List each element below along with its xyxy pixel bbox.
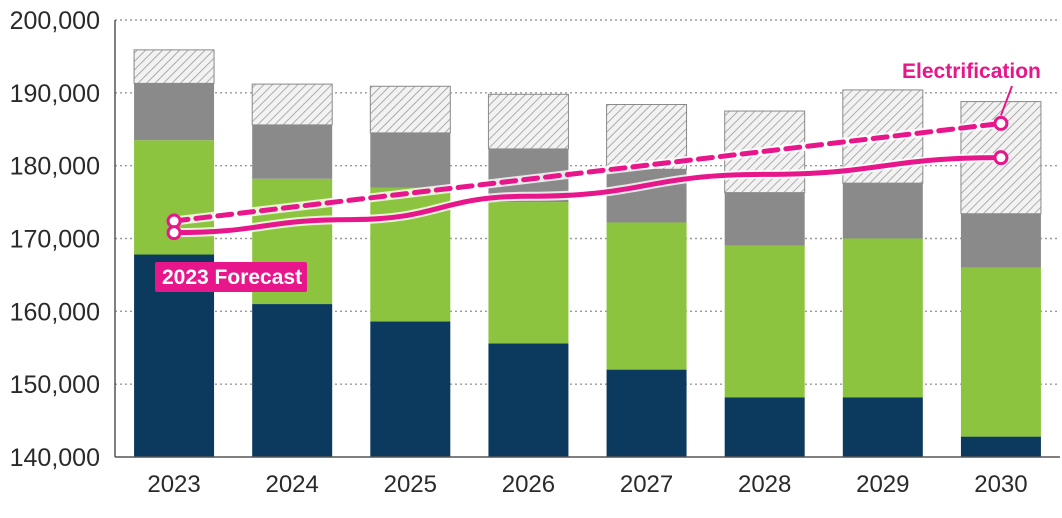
bar-segment-2-2029	[842, 238, 923, 398]
x-tick-label: 2024	[265, 471, 318, 498]
y-tick-label: 170,000	[10, 226, 100, 254]
y-tick-label: 200,000	[10, 7, 100, 35]
x-tick-label: 2023	[147, 471, 200, 498]
bar-segment-2-2026	[488, 202, 569, 344]
bar-segment-4-2026	[487, 93, 569, 150]
bar-segment-1-2024	[252, 304, 333, 457]
x-tick-label: 2028	[738, 471, 791, 498]
bar-segment-1-2028	[724, 397, 805, 457]
forecast-label: 2023 Forecast	[162, 266, 302, 289]
bar-segment-3-2023	[134, 83, 215, 141]
bar-segment-3-2028	[724, 192, 805, 246]
line-electrification	[171, 120, 1004, 224]
bar-segment-2-2028	[724, 245, 805, 398]
x-tick-label: 2029	[856, 471, 909, 498]
line-endpoint-marker	[166, 225, 182, 241]
bar-segment-4-2024	[251, 83, 333, 126]
bar-segment-1-2029	[842, 397, 923, 457]
forecast-label-box	[155, 262, 307, 292]
line-2023-forecast	[171, 155, 1004, 236]
bar-segment-3-2024	[252, 124, 333, 179]
y-tick-label: 150,000	[10, 371, 100, 399]
y-tick-label: 190,000	[10, 80, 100, 108]
bar-segment-3-2030	[960, 213, 1041, 268]
x-tick-label: 2025	[384, 471, 437, 498]
line-endpoint-marker	[993, 115, 1009, 131]
y-tick-label: 160,000	[10, 298, 100, 326]
electrification-label: Electrification	[902, 60, 1041, 83]
bar-segment-4-2023	[133, 49, 215, 84]
bar-segment-3-2029	[842, 183, 923, 239]
axes: 2023 2024 2025 2026 2027 2028 2029 2030	[114, 20, 1060, 498]
bars	[133, 49, 1042, 457]
electrification-label-box	[896, 58, 1046, 86]
bar-segment-2-2030	[960, 267, 1041, 437]
y-tick-label: 140,000	[10, 444, 100, 472]
bar-segment-1-2025	[370, 321, 451, 457]
bar-segment-1-2030	[960, 436, 1041, 457]
trend-lines	[166, 115, 1009, 241]
x-tick-label: 2026	[502, 471, 555, 498]
annotations: 2023 Forecast Electrification	[155, 58, 1046, 292]
gridlines: 140,000 150,000 160,000 170,000 180,000 190,0…	[10, 7, 1060, 472]
line-endpoint-marker	[993, 150, 1009, 166]
y-tick-label: 180,000	[10, 153, 100, 181]
bar-segment-1-2027	[606, 369, 687, 457]
x-tick-label: 2027	[620, 471, 673, 498]
bar-segment-4-2025	[369, 85, 451, 134]
bar-segment-2-2027	[606, 222, 687, 370]
electrification-leader-line	[1000, 85, 1013, 116]
bar-segment-3-2025	[370, 132, 451, 188]
x-tick-label: 2030	[974, 471, 1027, 498]
bar-segment-1-2026	[488, 343, 569, 457]
